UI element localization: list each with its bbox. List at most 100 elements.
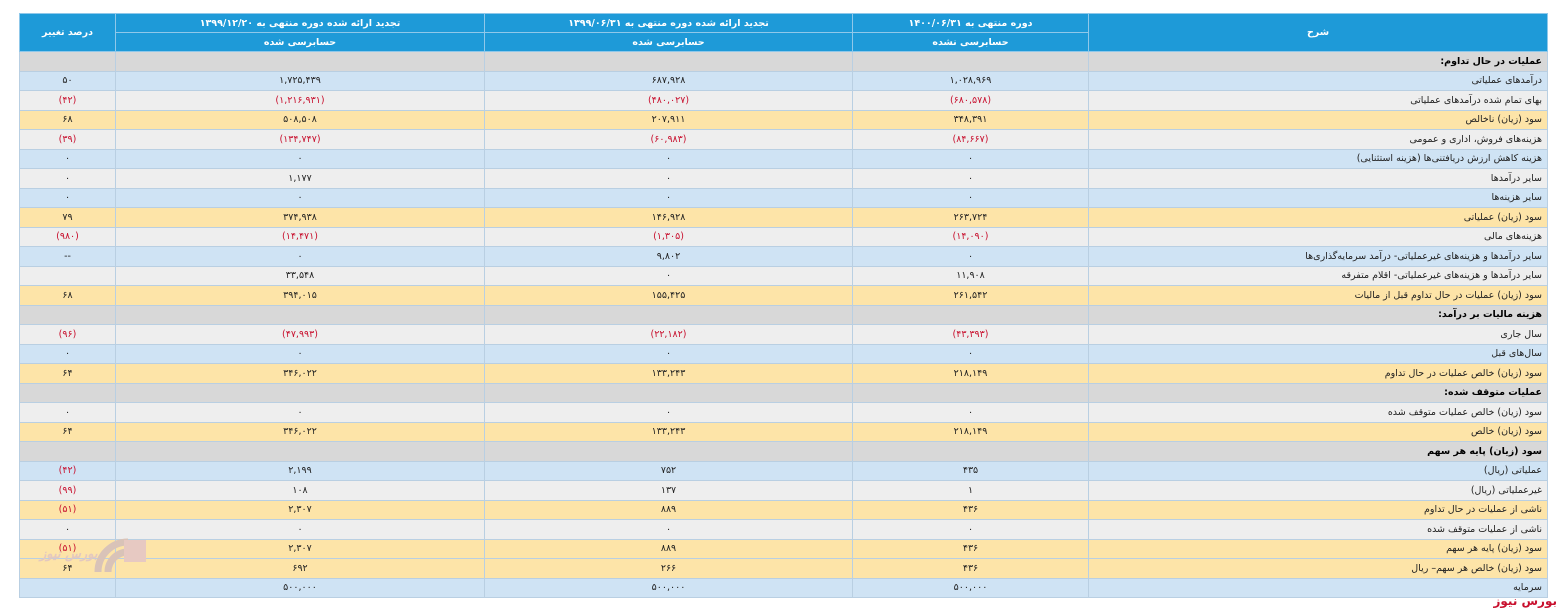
value-cell: ۲۱۸,۱۴۹ — [852, 421, 1089, 442]
value-cell — [115, 304, 485, 325]
row-label: سایر درآمدها و هزینه‌های غیرعملیاتی- درآ… — [1088, 246, 1548, 267]
change-percent-cell: (۹۸۰) — [19, 226, 116, 247]
value-cell: ۲,۳۰۷ — [115, 538, 485, 559]
change-percent-cell: (۵۱) — [19, 499, 116, 520]
value-cell — [852, 51, 1089, 72]
value-cell: (۴۳,۳۹۳) — [852, 324, 1089, 345]
value-cell: ۱۰۸ — [115, 480, 485, 501]
value-cell: (۲۲,۱۸۲) — [484, 324, 853, 345]
value-cell: ۰ — [852, 246, 1089, 267]
section-label: عملیات متوقف شده: — [1088, 382, 1548, 403]
value-cell: ۲,۱۹۹ — [115, 460, 485, 481]
value-cell: ۴۳۵ — [852, 460, 1089, 481]
value-cell — [852, 382, 1089, 403]
value-cell: ۰ — [115, 187, 485, 208]
value-cell: ۰ — [852, 519, 1089, 540]
table-row: سود (زیان) خالص عملیات متوقف شده ۰ ۰ ۰ ۰ — [19, 402, 1548, 423]
value-cell: ۰ — [115, 148, 485, 169]
header-period: دوره منتهی به ۱۴۰۰/۰۶/۳۱ — [852, 13, 1089, 33]
table-row: سایر درآمدها ۰ ۰ ۱,۱۷۷ ۰ — [19, 168, 1548, 189]
row-label: عملیاتی (ریال) — [1088, 460, 1548, 481]
value-cell: ۰ — [115, 343, 485, 364]
header-restated-2: تجدید ارائه شده دوره منتهی به ۱۳۹۹/۱۲/۲۰ — [115, 13, 485, 33]
value-cell: (۴۷,۹۹۳) — [115, 324, 485, 345]
logo-text: بورس نیوز — [38, 547, 98, 562]
value-cell: ۱۳۳,۲۴۳ — [484, 363, 853, 384]
change-percent-cell: ۶۴ — [19, 558, 116, 579]
value-cell: ۵۰۸,۵۰۸ — [115, 109, 485, 130]
row-label: درآمدهای عملیاتی — [1088, 70, 1548, 91]
value-cell: ۰ — [852, 343, 1089, 364]
section-label: سود (زیان) پایه هر سهم — [1088, 441, 1548, 462]
table-row: سال‌های قبل ۰ ۰ ۰ ۰ — [19, 343, 1548, 364]
change-percent-cell: (۴۲) — [19, 90, 116, 111]
logo-block — [124, 540, 146, 562]
change-percent-cell: ۶۸ — [19, 285, 116, 306]
value-cell: ۳۳,۵۴۸ — [115, 265, 485, 286]
header-change-percent: درصد تغییر — [19, 13, 116, 52]
value-cell: ۳۷۴,۹۳۸ — [115, 207, 485, 228]
value-cell: ۰ — [115, 519, 485, 540]
row-label: غیرعملیاتی (ریال) — [1088, 480, 1548, 501]
value-cell: (۱۴,۴۷۱) — [115, 226, 485, 247]
value-cell: ۵۰۰,۰۰۰ — [484, 577, 853, 598]
value-cell — [484, 304, 853, 325]
change-percent-cell: ۰ — [19, 343, 116, 364]
row-label: هزینه کاهش ارزش دریافتنی‌ها (هزینه استثن… — [1088, 148, 1548, 169]
value-cell: ۰ — [484, 343, 853, 364]
value-cell: ۱,۰۲۸,۹۶۹ — [852, 70, 1089, 91]
bourse-news-logo: بورس نیوز — [38, 538, 146, 573]
brand-watermark: بورس نیوز — [1493, 594, 1557, 608]
value-cell — [484, 382, 853, 403]
value-cell: ۱,۱۷۷ — [115, 168, 485, 189]
change-percent-cell: (۹۶) — [19, 324, 116, 345]
section-row: عملیات در حال تداوم: — [19, 51, 1548, 72]
table-row: سرمایه ۵۰۰,۰۰۰ ۵۰۰,۰۰۰ ۵۰۰,۰۰۰ — [19, 577, 1548, 598]
value-cell: (۶۰,۹۸۳) — [484, 129, 853, 150]
change-percent-cell: ۰ — [19, 402, 116, 423]
change-percent-cell — [19, 265, 116, 286]
value-cell: ۳۴۸,۳۹۱ — [852, 109, 1089, 130]
table-row: بهای تمام شده درآمدهای عملیاتی (۶۸۰,۵۷۸)(… — [19, 90, 1548, 111]
value-cell — [852, 304, 1089, 325]
value-cell: ۰ — [484, 187, 853, 208]
change-percent-cell — [19, 51, 116, 72]
value-cell: ۲۶۳,۷۲۴ — [852, 207, 1089, 228]
header-row: شرح دوره منتهی به ۱۴۰۰/۰۶/۳۱ تجدید ارائه… — [19, 13, 1548, 52]
change-percent-cell: -- — [19, 246, 116, 267]
value-cell: ۱۵۵,۴۲۵ — [484, 285, 853, 306]
change-percent-cell: ۶۴ — [19, 363, 116, 384]
value-cell — [115, 441, 485, 462]
value-cell — [484, 441, 853, 462]
value-cell: ۳۴۶,۰۲۲ — [115, 421, 485, 442]
value-cell: ۲۰۷,۹۱۱ — [484, 109, 853, 130]
value-cell: ۰ — [484, 168, 853, 189]
change-percent-cell: (۴۲) — [19, 460, 116, 481]
value-cell: (۴۸۰,۰۲۷) — [484, 90, 853, 111]
row-label: هزینه‌های فروش، اداری و عمومی — [1088, 129, 1548, 150]
change-percent-cell — [19, 577, 116, 598]
logo-arc-1 — [94, 538, 129, 573]
row-label: سال جاری — [1088, 324, 1548, 345]
table-row: هزینه کاهش ارزش دریافتنی‌ها (هزینه استثن… — [19, 148, 1548, 169]
value-cell: ۰ — [115, 246, 485, 267]
value-cell: (۱۴,۰۹۰) — [852, 226, 1089, 247]
row-label: سایر درآمدها — [1088, 168, 1548, 189]
change-percent-cell: ۷۹ — [19, 207, 116, 228]
value-cell: ۱ — [852, 480, 1089, 501]
row-label: سایر هزینه‌ها — [1088, 187, 1548, 208]
change-percent-cell: ۶۴ — [19, 421, 116, 442]
row-label: سایر درآمدها و هزینه‌های غیرعملیاتی- اقل… — [1088, 265, 1548, 286]
value-cell: ۲۶۶ — [484, 558, 853, 579]
change-percent-cell: (۹۹) — [19, 480, 116, 501]
header-subrow: حسابرسی نشده حسابرسی شده حسابرسی شده — [20, 32, 1548, 52]
change-percent-cell: ۶۸ — [19, 109, 116, 130]
value-cell: ۶۸۷,۹۲۸ — [484, 70, 853, 91]
value-cell: ۰ — [115, 402, 485, 423]
value-cell: ۱۳۷ — [484, 480, 853, 501]
table-row: هزینه‌های مالی (۱۴,۰۹۰) (۱,۳۰۵) (۱۴,۴۷۱) (۹۸… — [19, 226, 1548, 247]
value-cell: ۴۳۶ — [852, 558, 1089, 579]
row-label: سود (زیان) خالص عملیات در حال تداوم — [1088, 363, 1548, 384]
value-cell: ۳۴۶,۰۲۲ — [115, 363, 485, 384]
value-cell — [852, 441, 1089, 462]
